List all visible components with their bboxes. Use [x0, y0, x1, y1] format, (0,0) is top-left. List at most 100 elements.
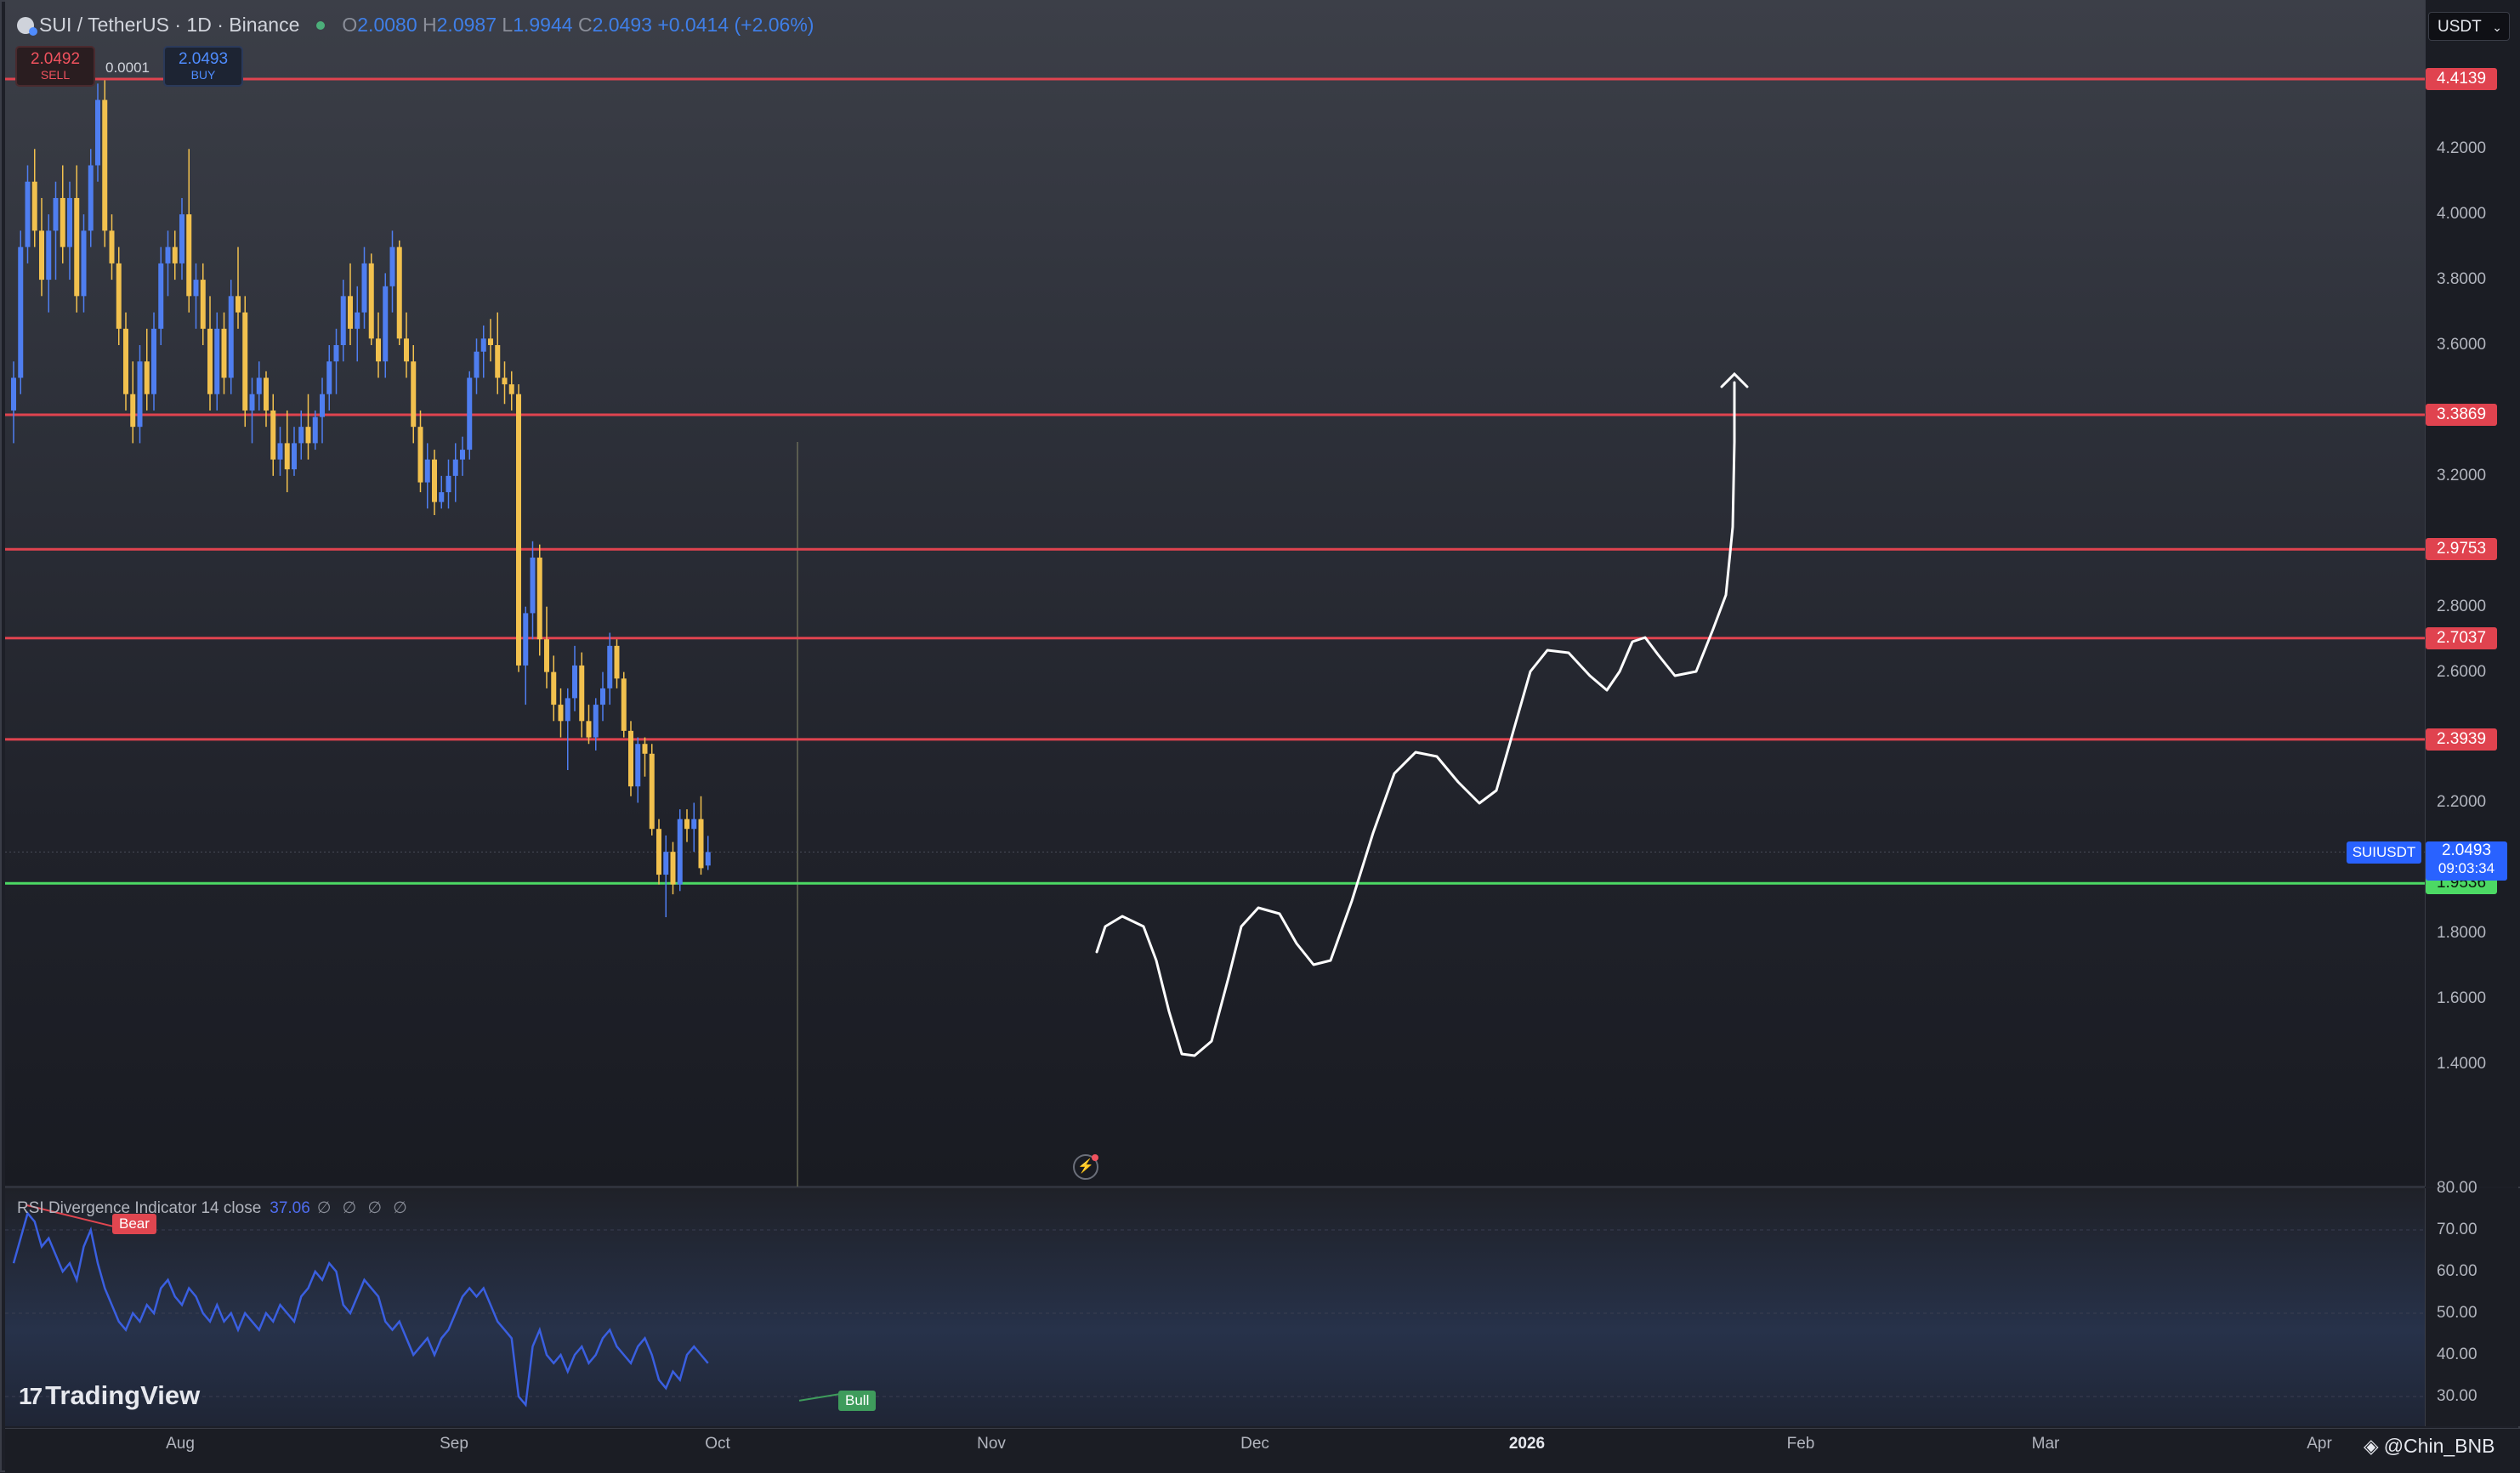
candle-body [642, 744, 648, 754]
symbol-legend[interactable]: SUI / TetherUS · 1D · Binance O2.0080 H2… [17, 14, 814, 37]
candle-body [348, 296, 353, 329]
candle-body [165, 246, 171, 263]
level-price-label: 2.3939 [2426, 728, 2497, 751]
time-tick: Mar [2031, 1435, 2060, 1453]
forecast-path [1095, 381, 1736, 1057]
candle-body [67, 197, 72, 247]
candle-body [31, 181, 37, 231]
candle-body [523, 613, 529, 666]
market-open-indicator [316, 20, 326, 30]
bear-divergence-tag: Bear [112, 1214, 156, 1234]
candle-body [684, 819, 690, 830]
candle-body [270, 410, 276, 460]
price-pane[interactable] [5, 0, 2425, 1187]
tradingview-logo[interactable]: 17 TradingView [19, 1380, 201, 1410]
candle-body [677, 819, 683, 885]
candle-body [236, 296, 241, 313]
candle-body [565, 698, 570, 722]
candle-body [705, 852, 711, 866]
candle-body [396, 246, 402, 339]
price-tick: 2.2000 [2437, 793, 2487, 812]
candle-body [544, 639, 549, 672]
time-tick: Aug [166, 1435, 195, 1453]
candle-body [600, 688, 605, 705]
candle-body [277, 443, 283, 460]
rsi-indicator-legend[interactable]: RSI Divergence Indicator 14 close 37.06 ∅ … [17, 1199, 411, 1217]
price-tick: 3.8000 [2437, 270, 2487, 289]
candle-body [81, 230, 87, 297]
candle-body [383, 286, 389, 362]
price-tick: 2.8000 [2437, 597, 2487, 615]
candle-body [25, 181, 31, 247]
candle-body [614, 645, 620, 679]
candle-body [558, 705, 564, 722]
symbol-title[interactable]: SUI / TetherUS · 1D · Binance [39, 14, 300, 36]
candle-body [312, 416, 318, 444]
candle-body [460, 450, 465, 460]
lightning-alert-icon[interactable]: ⚡ [1073, 1154, 1098, 1180]
forecast-arrow-head [1720, 371, 1749, 388]
rsi-pane[interactable] [5, 1188, 2425, 1426]
diamond-icon: ◈ [2364, 1435, 2379, 1457]
rsi-axis[interactable] [2425, 1188, 2520, 1426]
candle-body [88, 165, 94, 231]
candle-body [333, 345, 339, 362]
bull-divergence-tag: Bull [838, 1391, 877, 1411]
candle-body [495, 345, 501, 378]
buy-button[interactable]: 2.0493 BUY [163, 46, 243, 87]
level-price-label: 4.4139 [2426, 68, 2497, 90]
candle-body [508, 384, 514, 394]
level-price-label: 2.9753 [2426, 538, 2497, 561]
candle-body [326, 361, 332, 394]
bear-divergence-line [25, 1204, 128, 1231]
candle-body [228, 296, 234, 378]
candle-body [424, 459, 430, 483]
candle-body [60, 197, 65, 247]
candle-body [389, 246, 395, 286]
candle-body [698, 819, 704, 869]
candle-body [404, 338, 409, 362]
price-tick: 4.2000 [2437, 139, 2487, 158]
candle-body [130, 394, 136, 428]
candle-body [502, 377, 508, 385]
price-axis[interactable] [2425, 0, 2520, 1187]
candle-body [249, 394, 255, 411]
candle-body [467, 377, 473, 450]
candle-body [200, 280, 206, 329]
currency-selector[interactable]: USDT ⌄ [2428, 12, 2510, 41]
sell-button[interactable]: 2.0492 SELL [15, 46, 95, 87]
candle-body [656, 829, 661, 875]
author-watermark: ◈ @Chin_BNB [2364, 1435, 2495, 1457]
candle-body [432, 459, 437, 502]
candle-body [439, 492, 445, 502]
candle-body [411, 361, 417, 428]
time-axis[interactable] [5, 1428, 2520, 1473]
level-price-label: 2.7037 [2426, 626, 2497, 649]
price-tick: 2.6000 [2437, 662, 2487, 681]
rsi-tick: 70.00 [2437, 1221, 2477, 1238]
candle-body [663, 852, 669, 875]
candle-body [284, 443, 290, 470]
candle-body [649, 753, 655, 830]
candle-body [116, 263, 122, 329]
candle-body [39, 230, 44, 280]
candle-body [123, 328, 128, 394]
candle-body [376, 338, 381, 362]
candle-body [368, 263, 374, 339]
candle-body [186, 214, 192, 297]
candle-body [355, 312, 360, 329]
candle-body [607, 645, 613, 688]
pane-separator[interactable] [5, 1186, 2425, 1188]
candle-body [536, 558, 542, 640]
candle-body [452, 459, 458, 476]
rsi-line [12, 1210, 709, 1408]
candle-body [137, 361, 143, 428]
rsi-tick: 30.00 [2437, 1387, 2477, 1405]
candle-body [207, 328, 213, 394]
candle-body [417, 427, 423, 483]
rsi-tick: 40.00 [2437, 1346, 2477, 1363]
candle-body [95, 99, 100, 166]
candle-body [292, 443, 297, 470]
symbol-price-tag: SUIUSDT [2347, 841, 2421, 864]
